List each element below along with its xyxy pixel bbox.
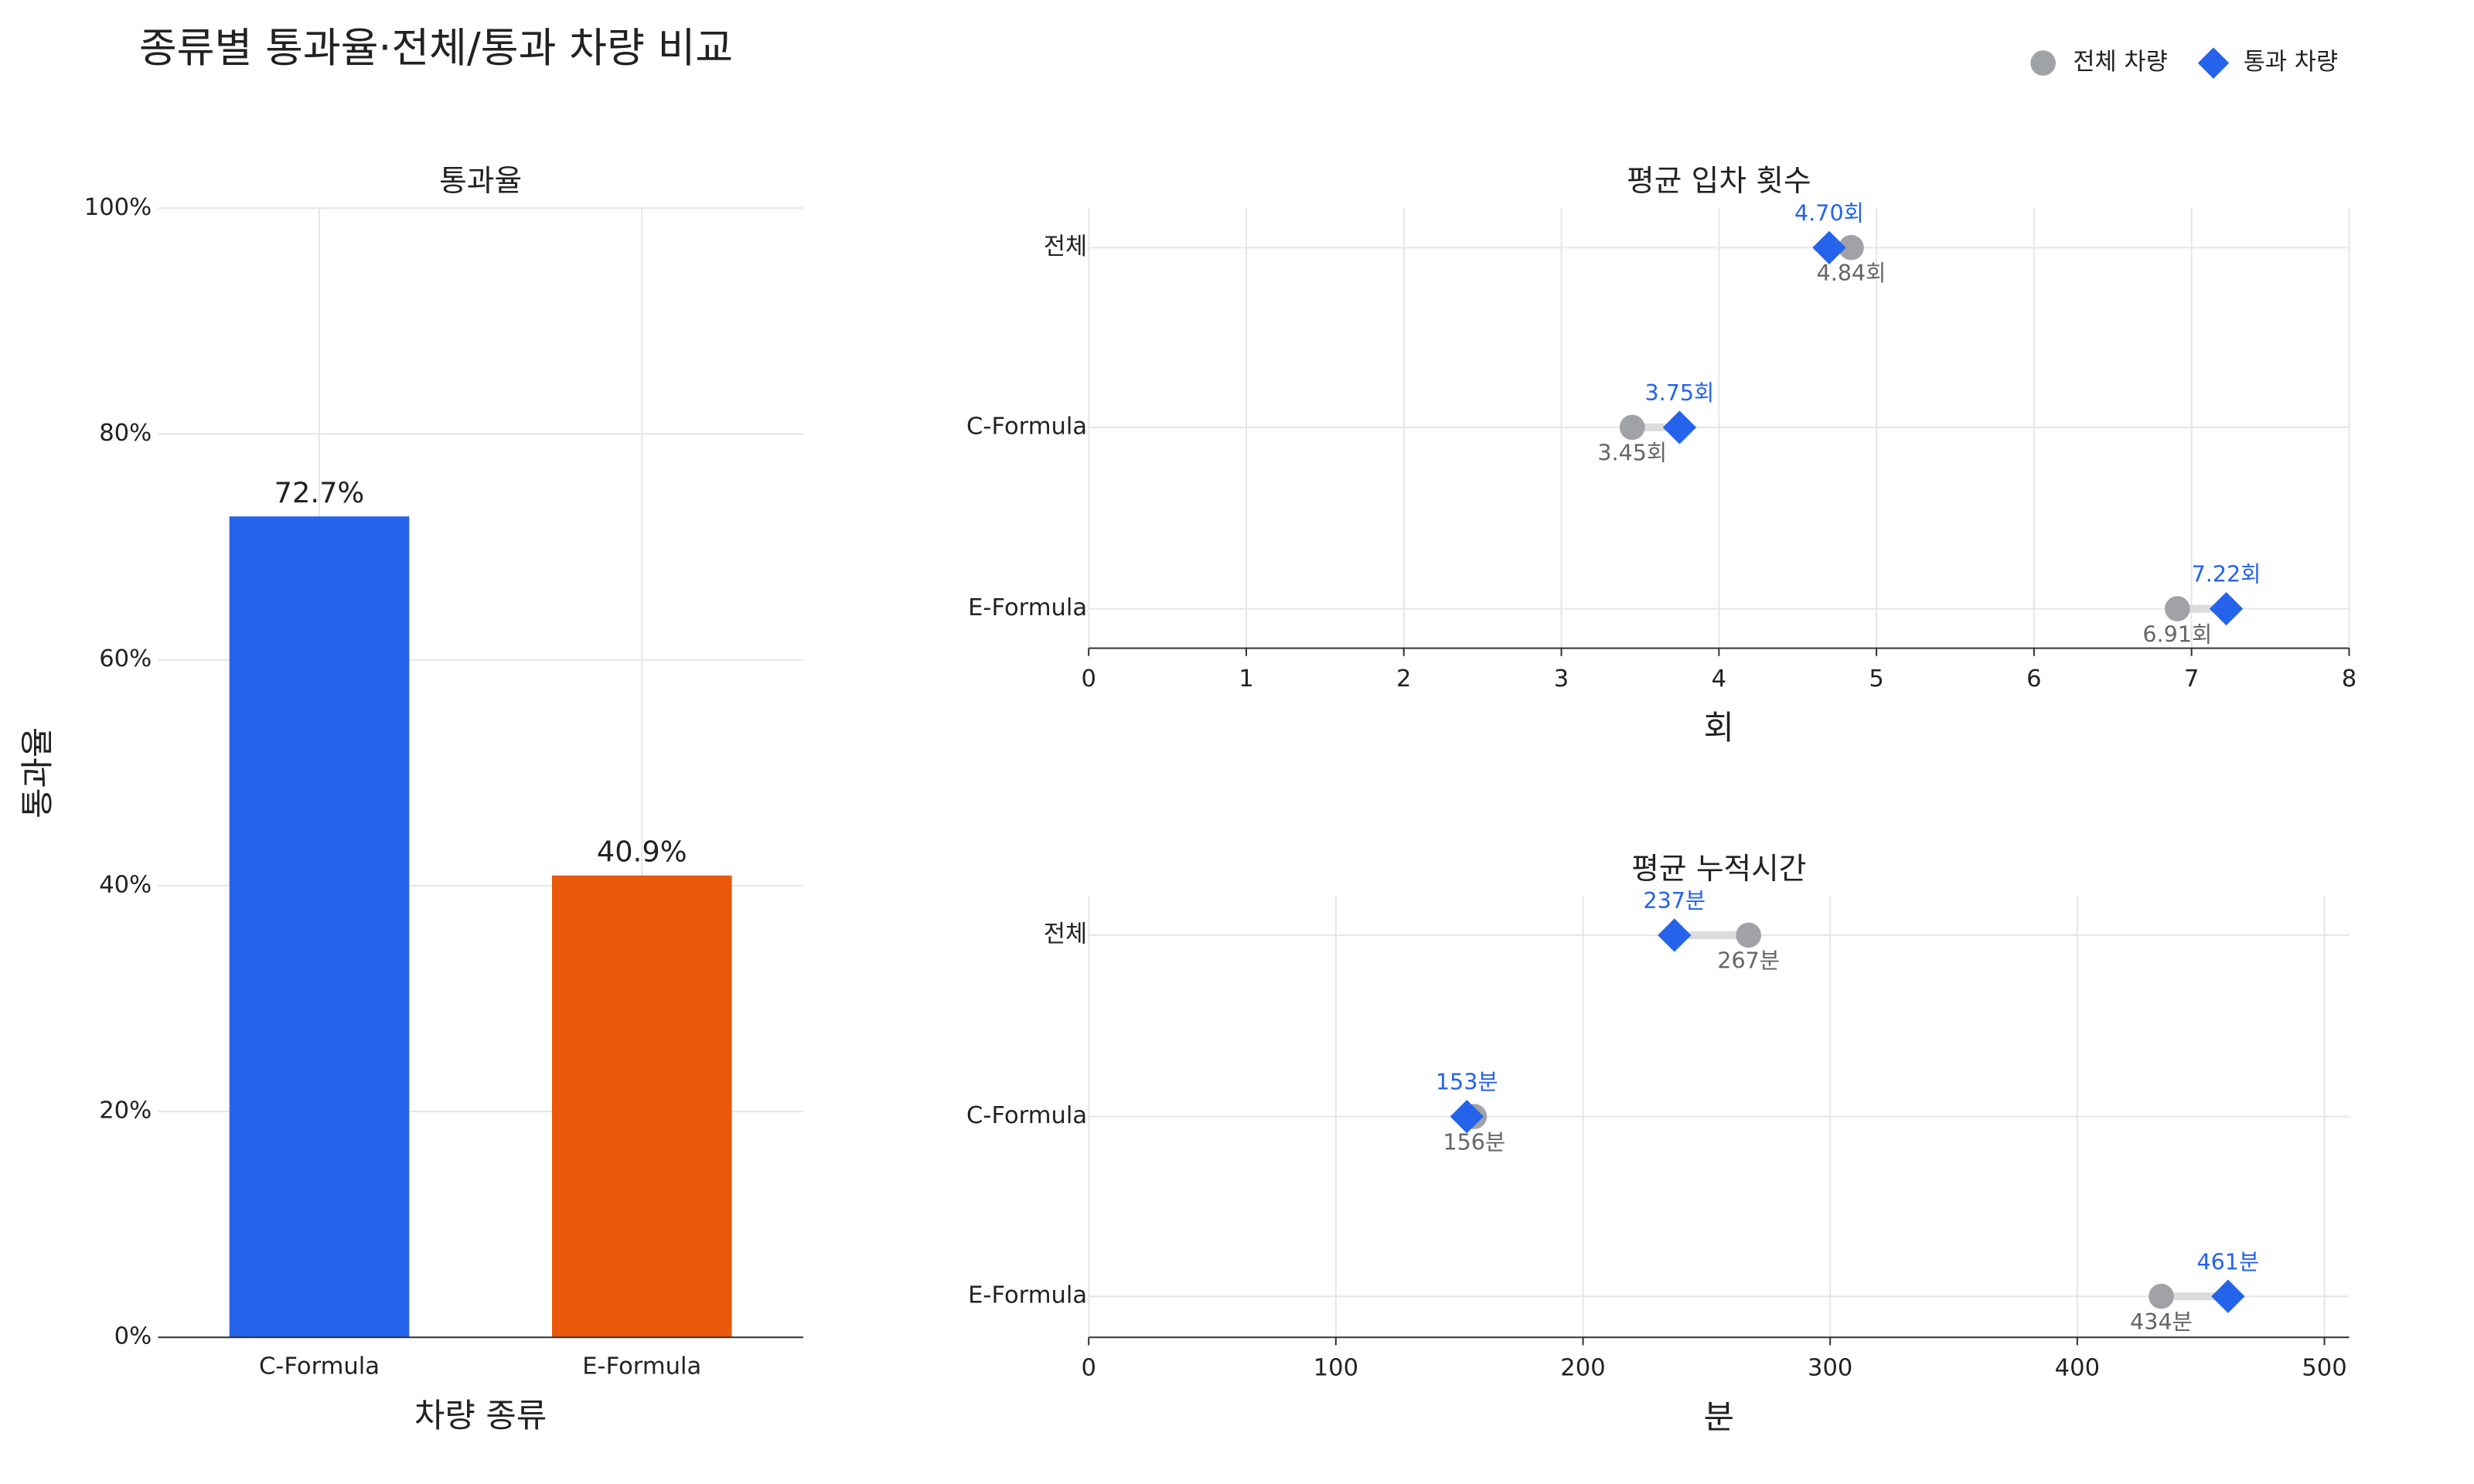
- point-pass: [2211, 1279, 2245, 1313]
- y-tick-label: 전체: [1044, 233, 1087, 260]
- x-tick-label: 100: [1314, 1355, 1358, 1382]
- y-tick-label: E-Formula: [968, 1282, 1087, 1309]
- legend-label: 통과 차량: [2244, 49, 2338, 76]
- y-tick-label: 0%: [114, 1323, 152, 1350]
- point-all: [1838, 235, 1864, 260]
- x-tick-label: 6: [2026, 665, 2041, 693]
- bar: [229, 516, 410, 1338]
- figure-title: 종류별 통과율·전체/통과 차량 비교: [139, 24, 733, 72]
- y-tick-label: 20%: [99, 1098, 152, 1125]
- value-label: 4.84회: [1817, 260, 1886, 286]
- value-label: 40.9%: [597, 836, 687, 869]
- x-tick-label: 7: [2184, 665, 2199, 693]
- y-tick-label: 40%: [99, 871, 152, 898]
- x-axis-label: 회: [1704, 709, 1734, 747]
- value-label: 434분: [2130, 1309, 2193, 1335]
- value-label: 7.22회: [2192, 561, 2261, 587]
- x-tick-label: 300: [1808, 1355, 1852, 1382]
- point-pass: [1658, 918, 1692, 952]
- y-tick-label: E-Formula: [968, 594, 1087, 621]
- point-pass: [1450, 1099, 1484, 1134]
- y-tick-label: C-Formula: [966, 413, 1087, 440]
- y-tick-label: 100%: [84, 194, 152, 221]
- point-pass: [2209, 591, 2244, 626]
- chart-title: 평균 입차 횟수: [1627, 164, 1811, 199]
- x-tick-label: E-Formula: [582, 1353, 701, 1380]
- x-tick-label: 2: [1396, 665, 1411, 693]
- x-tick-label: 0: [1081, 1355, 1096, 1382]
- x-tick-label: C-Formula: [259, 1353, 380, 1380]
- x-tick-label: 3: [1554, 665, 1569, 693]
- point-all: [2165, 596, 2190, 621]
- legend-label: 전체 차량: [2073, 49, 2167, 76]
- y-tick-label: 60%: [99, 645, 152, 672]
- legend-marker: [2197, 47, 2230, 79]
- x-tick-label: 5: [1869, 665, 1883, 693]
- y-tick-label: 80%: [99, 420, 152, 447]
- value-label: 3.75회: [1644, 380, 1714, 406]
- chart-title: 통과율: [439, 164, 522, 199]
- point-all: [1619, 414, 1645, 441]
- point-pass: [1662, 410, 1697, 444]
- value-label: 3.45회: [1597, 440, 1667, 466]
- x-tick-label: 500: [2302, 1355, 2346, 1382]
- value-label: 6.91회: [2142, 621, 2212, 647]
- value-label: 461분: [2196, 1248, 2259, 1275]
- bar: [551, 875, 732, 1338]
- legend-marker: [2030, 50, 2056, 76]
- value-label: 156분: [1443, 1128, 1505, 1155]
- x-tick-label: 1: [1239, 665, 1253, 693]
- value-label: 4.70회: [1794, 199, 1864, 226]
- y-tick-label: C-Formula: [966, 1102, 1087, 1129]
- value-label: 267분: [1717, 948, 1780, 974]
- y-axis-label: 통과율: [19, 727, 57, 819]
- x-tick-label: 8: [2342, 665, 2356, 693]
- x-tick-label: 0: [1081, 665, 1096, 693]
- x-tick-label: 4: [1712, 665, 1726, 693]
- x-tick-label: 400: [2055, 1355, 2100, 1382]
- x-axis-label: 차량 종류: [414, 1397, 547, 1435]
- x-axis-label: 분: [1704, 1398, 1734, 1437]
- value-label: 153분: [1436, 1069, 1498, 1095]
- value-label: 237분: [1643, 887, 1706, 914]
- y-tick-label: 전체: [1044, 921, 1087, 948]
- point-all: [2149, 1283, 2174, 1309]
- point-all: [1736, 922, 1762, 948]
- chart-title: 평균 누적시간: [1631, 852, 1806, 887]
- x-tick-label: 200: [1560, 1355, 1605, 1382]
- value-label: 72.7%: [274, 476, 365, 509]
